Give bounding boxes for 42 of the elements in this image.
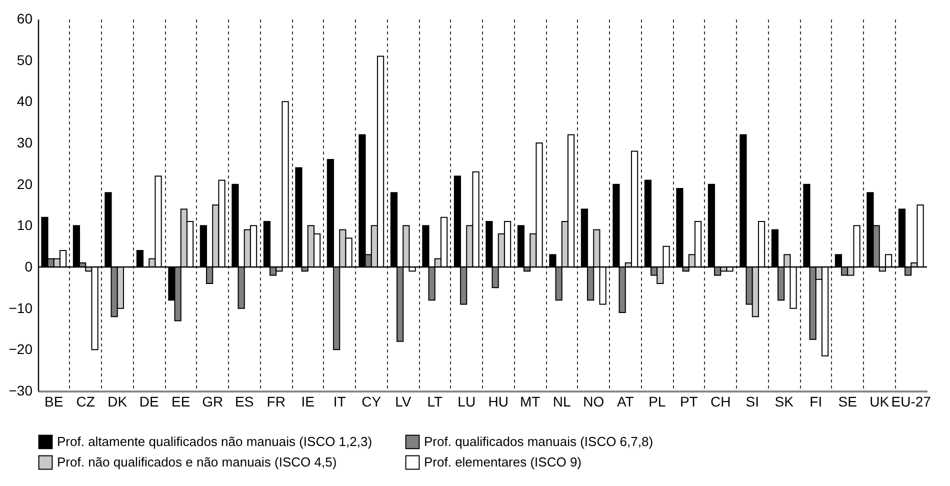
y-tick-label: 10 bbox=[16, 217, 33, 234]
x-tick-label: LT bbox=[427, 394, 443, 410]
x-tick-label: EE bbox=[172, 394, 190, 410]
x-tick-label: NO bbox=[583, 394, 604, 410]
legend-label: Prof. altamente qualificados não manuais (ISCO 1,2,3) bbox=[57, 434, 372, 449]
x-tick-label: FR bbox=[266, 394, 286, 410]
x-tick-label: CY bbox=[362, 394, 382, 410]
legend-label: Prof. qualificados manuais (ISCO 6,7,8) bbox=[424, 434, 654, 449]
x-tick-label: DK bbox=[108, 394, 128, 410]
x-tick-label: BE bbox=[44, 394, 64, 410]
legend-label: Prof. elementares (ISCO 9) bbox=[424, 454, 582, 470]
x-tick-label: SI bbox=[746, 394, 759, 410]
x-tick-label: LU bbox=[458, 394, 476, 410]
x-tick-label: MT bbox=[520, 394, 541, 410]
x-tick-label: IE bbox=[301, 394, 314, 410]
x-tick-label: UK bbox=[870, 394, 890, 410]
x-tick-label: CZ bbox=[76, 394, 96, 410]
x-tick-label: PL bbox=[648, 394, 666, 410]
x-tick-label: LV bbox=[395, 394, 412, 410]
x-tick-label: SE bbox=[838, 394, 857, 410]
x-tick-label: EU-27 bbox=[891, 394, 932, 410]
x-tick-label: SK bbox=[774, 394, 794, 410]
x-tick-label: IT bbox=[333, 394, 346, 410]
y-tick-label: −30 bbox=[8, 382, 33, 398]
x-tick-label: AT bbox=[616, 394, 634, 410]
y-tick-label: 0 bbox=[24, 258, 33, 274]
x-tick-label: DE bbox=[139, 394, 159, 410]
x-tick-label: ES bbox=[235, 394, 254, 410]
x-tick-label: GR bbox=[202, 394, 224, 410]
y-tick-label: 40 bbox=[16, 93, 33, 110]
y-tick-label: 20 bbox=[16, 176, 33, 192]
legend-label: Prof. não qualificados e não manuais (ISCO 4,5) bbox=[57, 454, 337, 470]
x-tick-label: CH bbox=[710, 394, 731, 410]
x-tick-label: PT bbox=[680, 394, 698, 410]
y-tick-label: 50 bbox=[16, 52, 33, 68]
y-tick-label: 30 bbox=[16, 134, 33, 150]
y-tick-label: 60 bbox=[16, 10, 33, 26]
y-tick-label: −20 bbox=[8, 341, 33, 358]
x-tick-label: NL bbox=[552, 394, 572, 410]
x-tick-label: FI bbox=[810, 394, 822, 410]
x-tick-label: HU bbox=[488, 394, 508, 410]
y-tick-label: −10 bbox=[8, 300, 33, 316]
